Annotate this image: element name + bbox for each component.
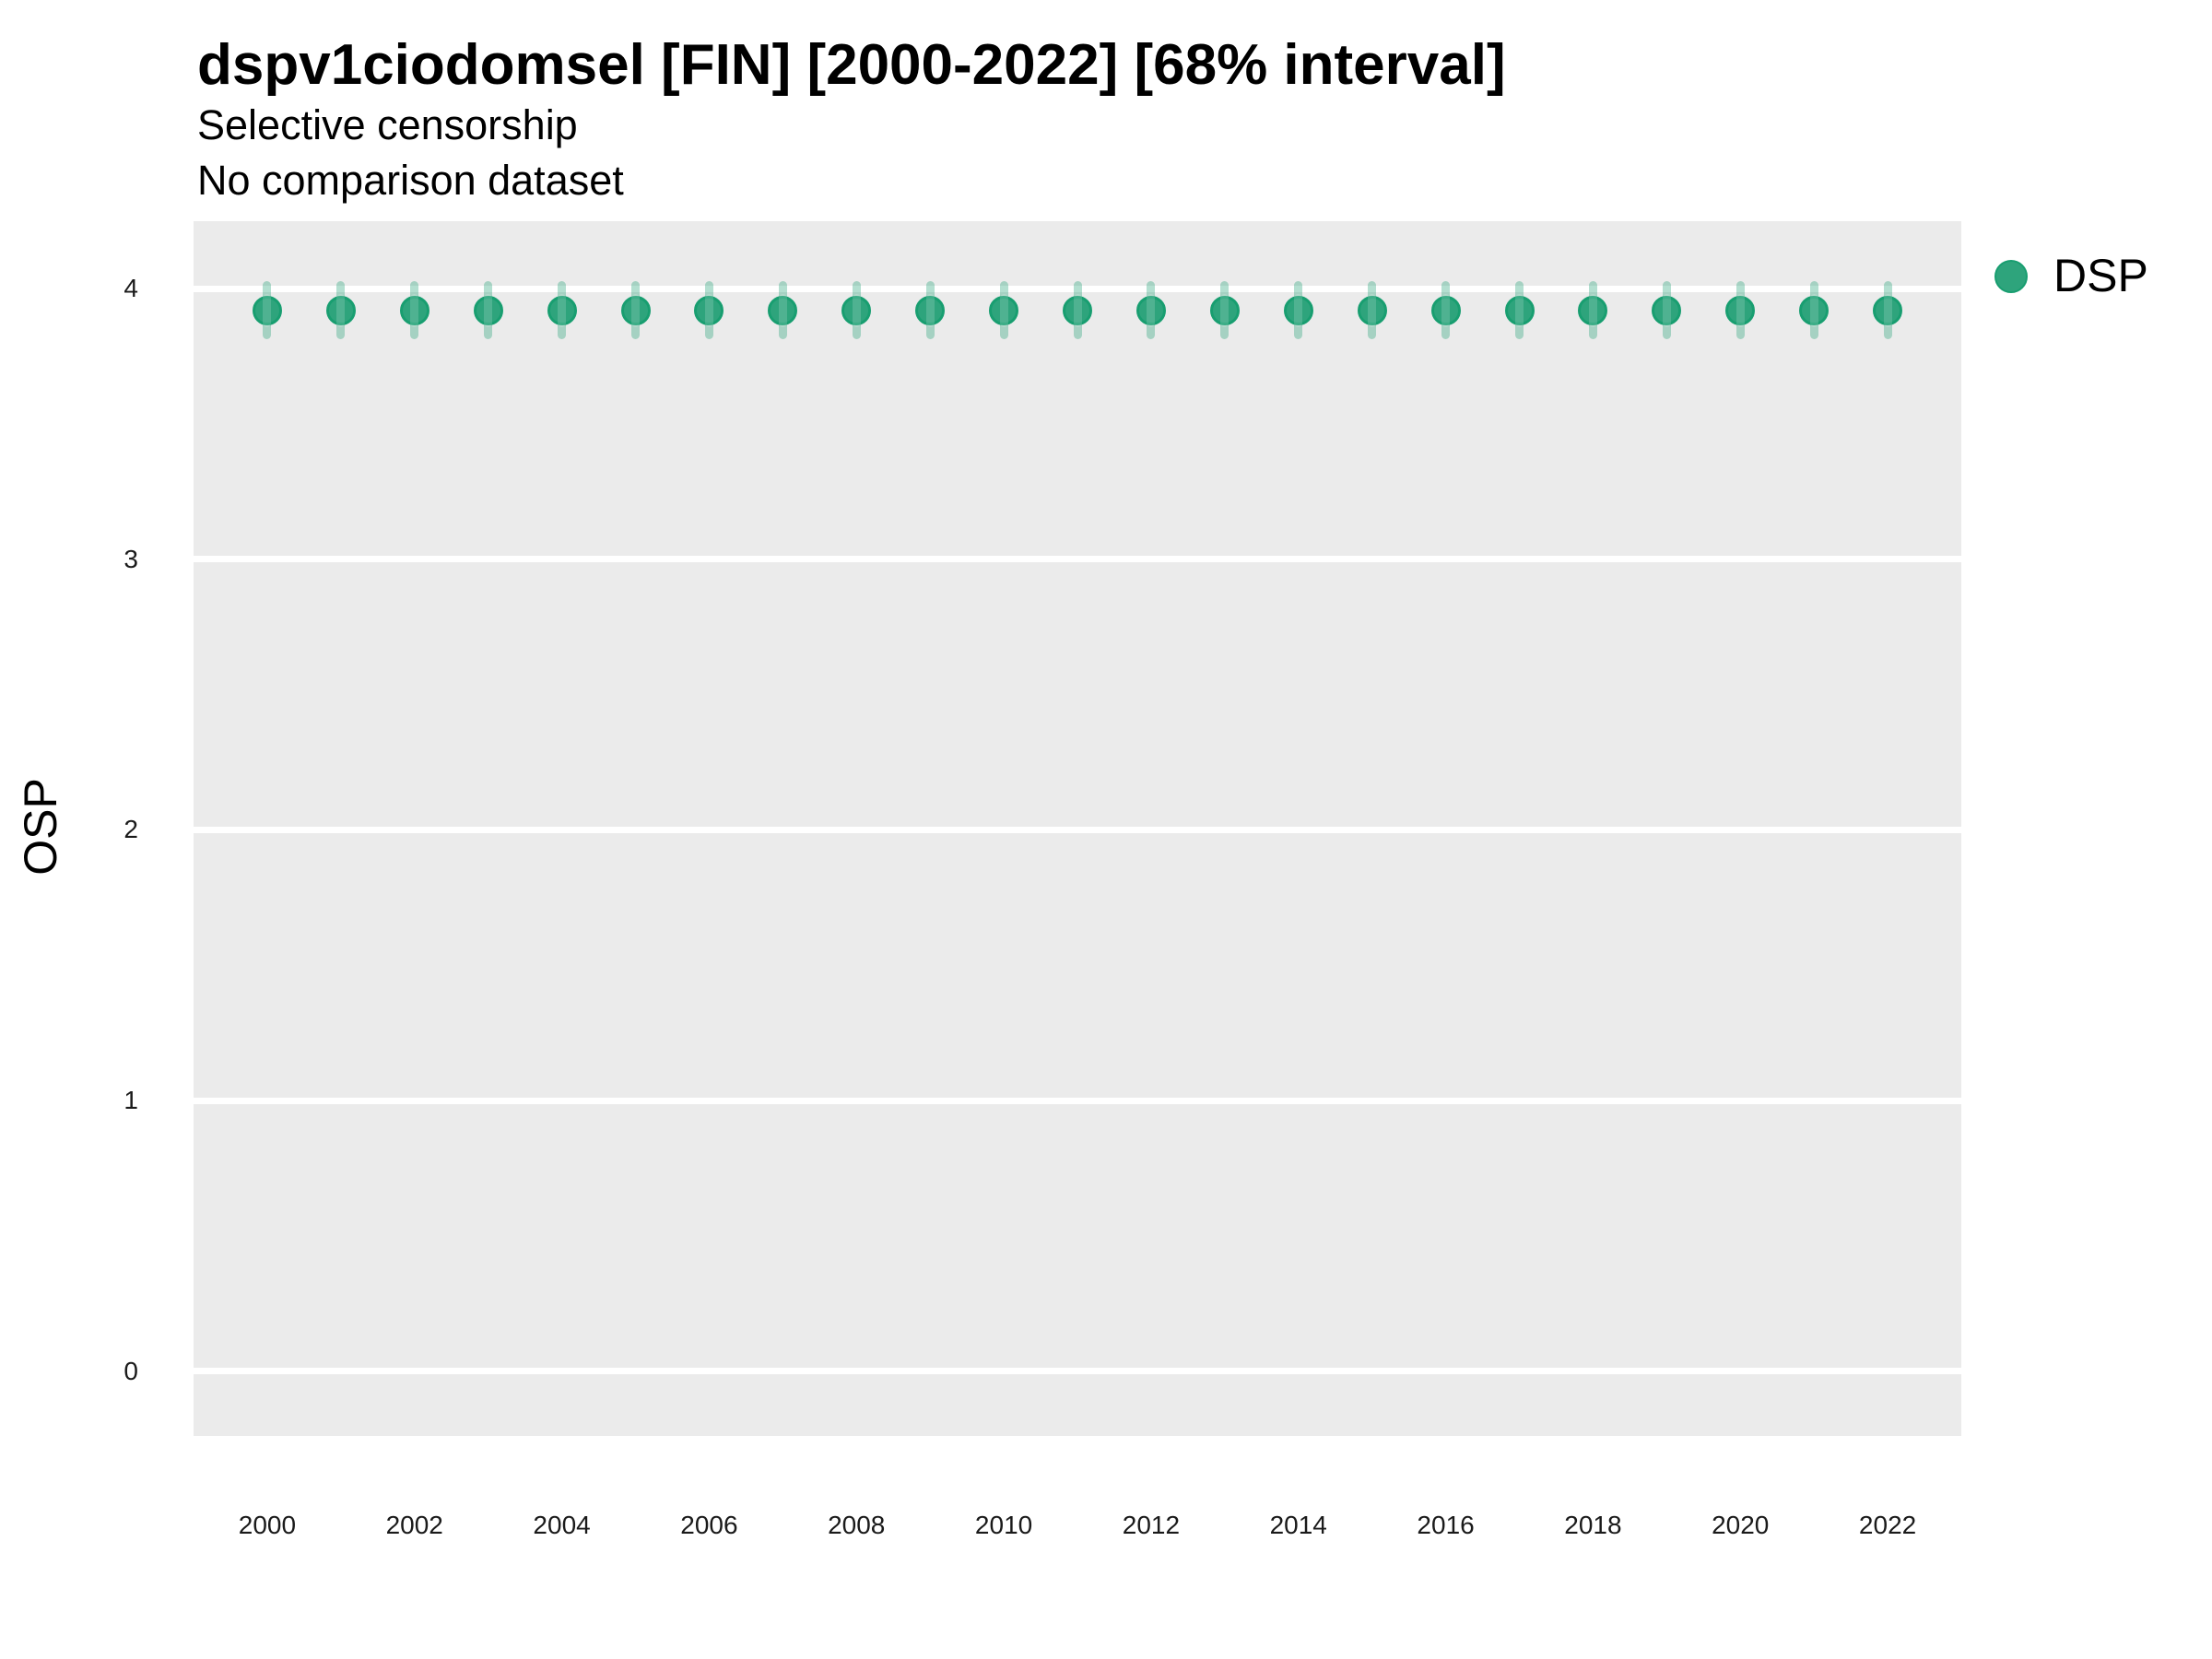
data-point [989, 295, 1019, 325]
error-bar-overlay [410, 293, 419, 327]
x-tick-label: 2000 [238, 1511, 297, 1539]
error-bar-overlay [1809, 293, 1818, 327]
x-tick-label: 2006 [680, 1511, 738, 1539]
x-tick-label: 2010 [974, 1511, 1033, 1539]
chart-title: dspv1ciodomsel [FIN] [2000-2022] [68% in… [197, 33, 1506, 97]
data-point [399, 295, 429, 325]
data-point [1578, 295, 1608, 325]
gridline-y-4 [194, 285, 1961, 292]
data-point [1652, 295, 1682, 325]
legend: DSP [1991, 251, 2212, 300]
legend-label: DSP [2053, 250, 2148, 301]
data-point [325, 295, 356, 325]
data-point [620, 295, 651, 325]
data-point [1283, 295, 1313, 325]
x-tick-label: 2002 [385, 1511, 443, 1539]
error-bar-overlay [852, 293, 861, 327]
data-point [694, 295, 724, 325]
data-point [1504, 295, 1535, 325]
x-tick-label: 2018 [1564, 1511, 1622, 1539]
error-bar-overlay [263, 293, 272, 327]
error-bar-overlay [1368, 293, 1377, 327]
plot-panel [194, 221, 1961, 1436]
data-point [1135, 295, 1166, 325]
error-bar-overlay [1515, 293, 1524, 327]
error-bar-overlay [925, 293, 935, 327]
error-bar-overlay [484, 293, 493, 327]
data-point [1063, 295, 1092, 325]
y-tick-label: 2 [124, 815, 138, 844]
data-point [252, 295, 282, 325]
chart-subtitle: Selective censorship [197, 101, 578, 148]
error-bar-overlay [1662, 293, 1671, 327]
x-tick-label: 2014 [1269, 1511, 1327, 1539]
data-point [1725, 295, 1756, 325]
data-point [1873, 295, 1903, 325]
error-bar-overlay [558, 293, 567, 327]
error-bar-overlay [1588, 293, 1597, 327]
data-point [1430, 295, 1461, 325]
data-point [915, 295, 946, 325]
x-tick-label: 2022 [1858, 1511, 1917, 1539]
x-tick-label: 2008 [828, 1511, 886, 1539]
y-tick-label: 3 [124, 544, 138, 573]
error-bar-overlay [1441, 293, 1451, 327]
data-point [1357, 295, 1387, 325]
chart-subtitle-2: No comparison dataset [197, 157, 624, 204]
error-bar-overlay [631, 293, 640, 327]
data-point [547, 295, 577, 325]
error-bar-overlay [1294, 293, 1303, 327]
error-bar-overlay [1883, 293, 1892, 327]
error-bar-overlay [1735, 293, 1745, 327]
y-tick-label: 0 [124, 1356, 138, 1385]
y-tick-label: 4 [124, 274, 138, 303]
x-tick-label: 2020 [1712, 1511, 1770, 1539]
error-bar-overlay [1147, 293, 1156, 327]
error-bar-overlay [1220, 293, 1230, 327]
error-bar-overlay [778, 293, 787, 327]
error-bar-overlay [336, 293, 346, 327]
error-bar-overlay [704, 293, 713, 327]
legend-point-icon [1994, 260, 2028, 293]
data-point [1799, 295, 1830, 325]
gridline-y-0 [194, 1368, 1961, 1375]
x-tick-label: 2012 [1122, 1511, 1181, 1539]
gridline-y-3 [194, 556, 1961, 563]
data-point [1209, 295, 1240, 325]
data-point [841, 295, 872, 325]
data-point [473, 295, 503, 325]
error-bar-overlay [999, 293, 1008, 327]
x-tick-label: 2016 [1417, 1511, 1475, 1539]
x-tick-label: 2004 [533, 1511, 591, 1539]
gridline-y-2 [194, 826, 1961, 833]
y-tick-label: 1 [124, 1086, 138, 1114]
error-bar-overlay [1073, 293, 1082, 327]
gridline-y-1 [194, 1097, 1961, 1104]
data-point [768, 295, 798, 325]
